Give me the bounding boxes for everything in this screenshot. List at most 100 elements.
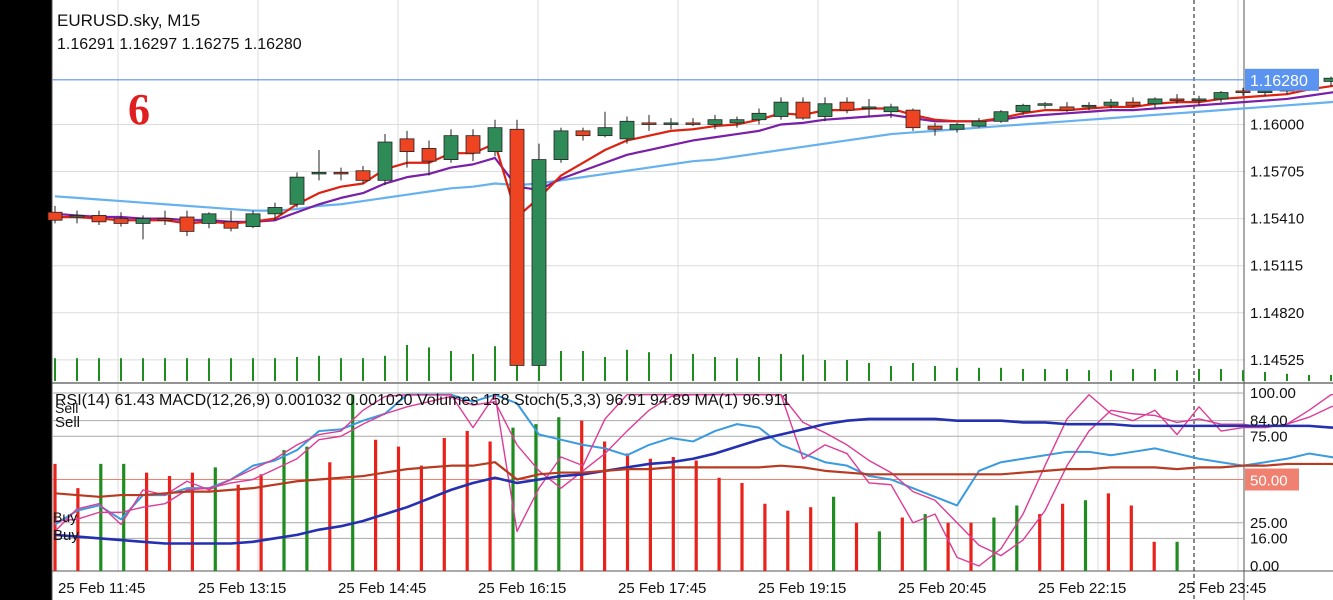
indicator-tick-label: 100.00 [1250,385,1296,402]
price-tick-label: 1.15705 [1250,164,1304,181]
candle-body [333,171,349,175]
time-axis: 25 Feb 11:45 25 Feb 13:15 25 Feb 14:45 25 F… [58,580,1266,597]
price-axis: 1.16000 1.15705 1.15410 1.15115 1.14820 1.145… [1250,116,1304,368]
time-tick-label: 25 Feb 14:45 [338,580,426,597]
time-tick-label: 25 Feb 23:45 [1178,580,1266,597]
candle-body [817,103,833,117]
chart-background [52,0,1333,600]
candle-body [1213,92,1229,100]
candle-body [267,207,283,215]
price-tick-label: 1.16000 [1250,116,1304,133]
time-tick-label: 25 Feb 16:15 [478,580,566,597]
indicator-series-line [54,417,1333,545]
candle-body [729,119,745,124]
candle-body [311,171,327,175]
candle-body [597,127,613,137]
candle-body [1323,77,1333,82]
candle-body [223,221,239,229]
candle-body [553,130,569,160]
buy-level-label-2: Buy [53,527,79,544]
candle-body [1015,104,1031,113]
indicator-legend: RSI(14) 61.43 MACD(12,26,9) 0.001032 0.0… [55,392,790,409]
time-tick-label: 25 Feb 19:15 [758,580,846,597]
time-tick-label: 25 Feb 17:45 [618,580,706,597]
price-tick-label: 1.15410 [1250,211,1304,228]
candle-body [399,138,415,153]
volume-bars [54,345,1332,381]
time-tick-label: 25 Feb 22:15 [1038,580,1126,597]
time-tick-label: 25 Feb 13:15 [198,580,286,597]
level-50-label: 50.00 [1250,473,1288,490]
candle-body [949,124,965,130]
candle-body [1257,90,1273,93]
ohlc-readout: 1.16291 1.16297 1.16275 1.16280 [57,36,302,53]
candle-body [1191,98,1207,101]
candle-body [91,215,107,223]
time-tick-label: 25 Feb 11:45 [58,580,145,597]
symbol-title: EURUSD.sky, M15 [57,11,200,30]
indicator-series-line [54,461,1333,498]
candle-body [861,106,877,109]
indicator-panel[interactable] [52,392,1333,571]
candle-body [531,159,547,366]
candle-body [157,218,173,221]
candle-body [1059,106,1075,111]
candle-body [1169,98,1185,101]
candle-body [355,170,371,181]
candle-body [1081,104,1097,108]
candle-body [1235,90,1251,93]
candle-body [201,213,217,224]
candle-body [685,122,701,125]
candle-body [707,119,723,125]
candle-body [883,106,899,113]
ma-line [54,91,1333,223]
candle-body [1037,103,1053,106]
candle-body [993,111,1009,122]
current-price-label: 1.16280 [1250,73,1308,90]
indicator-series-line [54,394,1333,557]
candle-body [795,101,811,119]
candle-body [289,176,305,205]
candle-body [641,122,657,125]
sell-level-label-2: Sell [55,414,80,431]
candle-body [773,101,789,117]
chart-number-label: 6 [128,85,150,134]
candle-body [839,101,855,111]
price-tick-label: 1.14525 [1250,352,1304,369]
price-tick-label: 1.15115 [1250,258,1303,275]
buy-level-label: Buy [53,509,77,525]
price-tick-label: 1.14820 [1250,305,1304,322]
candle-body [509,128,525,366]
candle-body [245,213,261,228]
indicator-tick-label: 84.00 [1250,413,1288,430]
candle-body [751,112,767,121]
ma-line [55,84,1333,225]
candle-body [927,125,943,130]
indicator-series-line [54,393,1333,526]
candle-body [619,120,635,140]
candle-body [421,148,437,162]
candle-body [575,130,591,137]
candle-body [113,218,129,224]
indicator-tick-label: 25.00 [1250,515,1288,532]
indicator-tick-label: 16.00 [1250,530,1288,547]
candle-body [377,141,393,181]
indicator-tick-label: 75.00 [1250,428,1288,445]
candle-body [135,218,151,224]
candle-body [179,216,195,232]
candlestick-series[interactable] [47,76,1333,366]
candle-body [1103,101,1119,106]
candle-body [1147,98,1163,105]
candle-body [465,135,481,154]
indicator-tick-label: 0.00 [1250,558,1279,575]
time-tick-label: 25 Feb 20:45 [898,580,986,597]
candle-body [443,135,459,160]
current-price-tag [1245,68,1319,91]
level-50-tag [1245,468,1299,491]
candle-body [1125,101,1141,106]
candle-body [69,215,85,218]
candle-body [487,127,503,153]
candle-body [47,211,63,221]
